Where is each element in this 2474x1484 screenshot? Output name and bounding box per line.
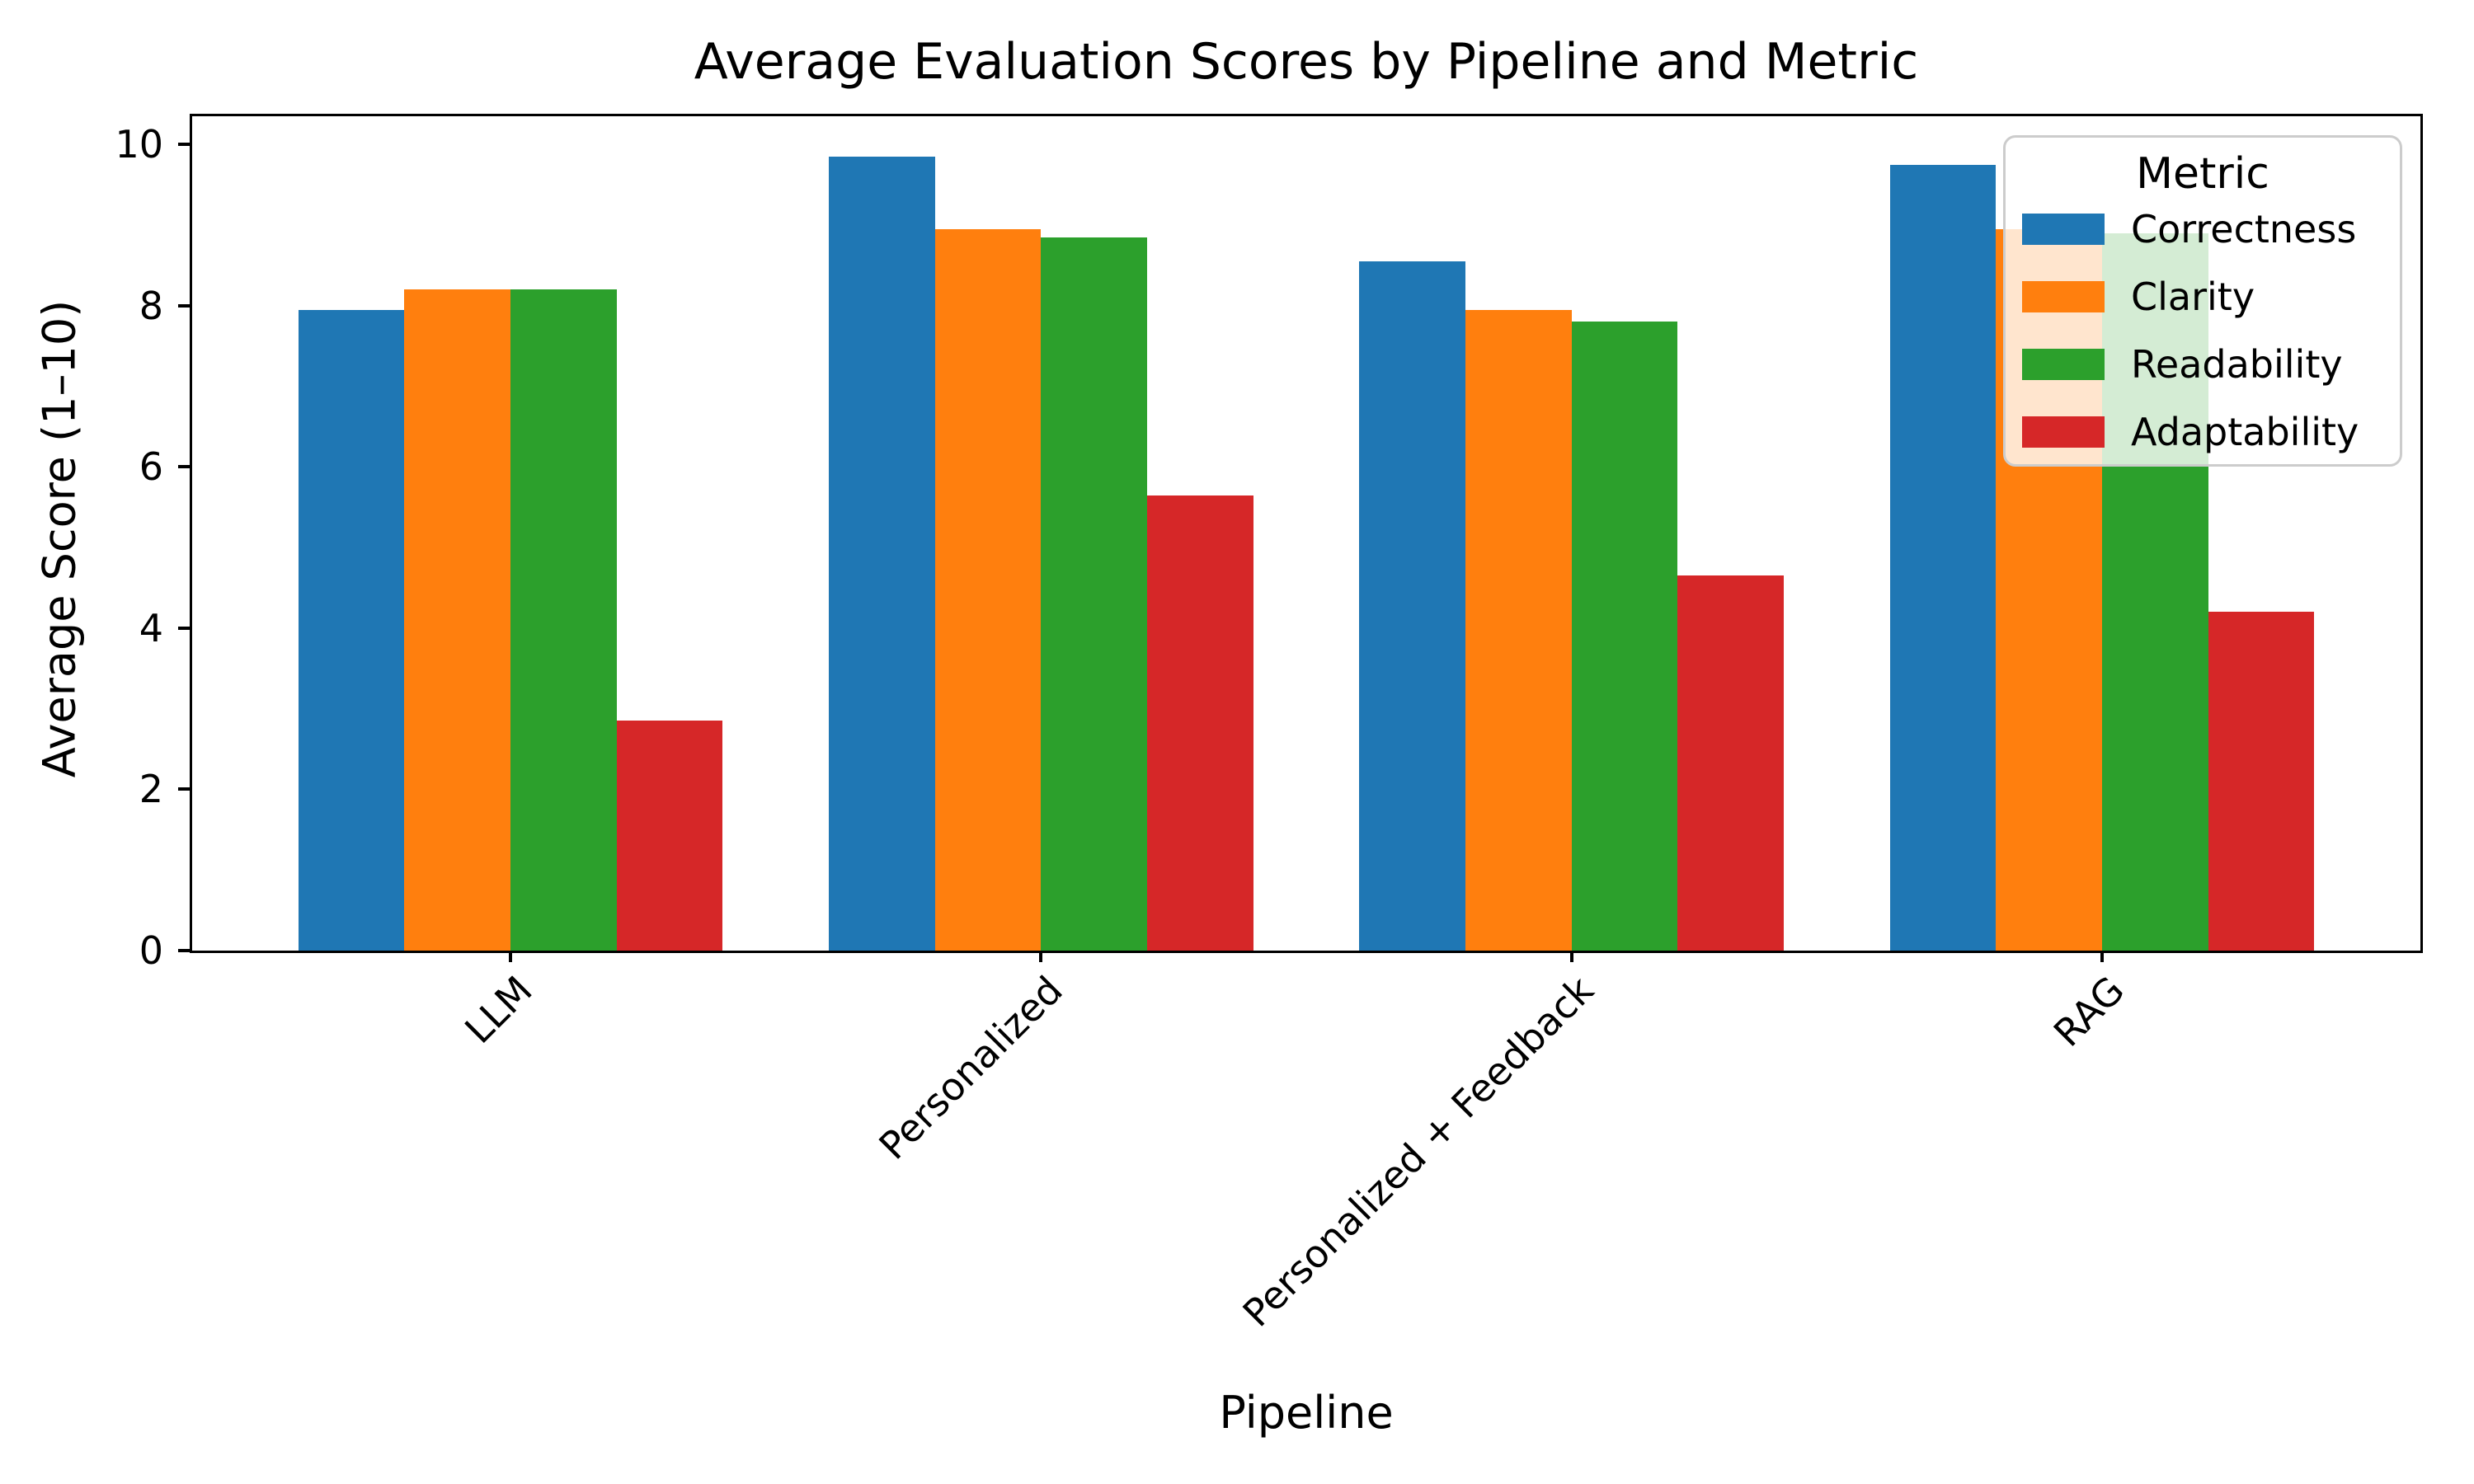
- legend-swatch-adaptability: [2022, 416, 2105, 448]
- bar-personalized-feedback-adaptability: [1677, 575, 1784, 951]
- y-tick-label: 0: [139, 928, 163, 973]
- bar-personalized-readability: [1041, 237, 1147, 951]
- legend-entries: Correctness Clarity Readability Adaptabilit…: [2006, 195, 2400, 466]
- y-tick-label: 8: [139, 283, 163, 328]
- y-tick-mark: [178, 465, 190, 469]
- x-tick-mark: [509, 951, 512, 962]
- x-tick-label-personalized: Personalized: [870, 967, 1072, 1168]
- x-tick-label-personalized-feedback: Personalized + Feedback: [1234, 967, 1602, 1336]
- legend-swatch-readability: [2022, 349, 2105, 380]
- bar-llm-readability: [510, 289, 617, 951]
- legend-label: Correctness: [2131, 207, 2357, 251]
- y-tick-label: 4: [139, 605, 163, 650]
- bar-personalized-adaptability: [1147, 495, 1253, 951]
- legend-label: Clarity: [2131, 275, 2255, 319]
- x-axis-ticks: LLM Personalized Personalized + Feedback RA…: [192, 116, 2420, 1336]
- y-tick-mark: [178, 787, 190, 791]
- legend-title: Metric: [2136, 149, 2269, 199]
- x-tick-label-rag: RAG: [2044, 967, 2133, 1055]
- bar-llm-correctness: [298, 309, 405, 951]
- bar-personalized-feedback-readability: [1571, 322, 1678, 951]
- y-tick-mark: [178, 143, 190, 147]
- bar-personalized-clarity: [934, 228, 1042, 951]
- bar-llm-clarity: [404, 289, 510, 951]
- bar-rag-adaptability: [2208, 612, 2315, 951]
- x-axis-label: Pipeline: [1219, 1387, 1394, 1439]
- legend-entry-adaptability: Adaptability: [2006, 398, 2400, 466]
- legend-swatch-correctness: [2022, 214, 2105, 245]
- bar-rag-correctness: [1889, 164, 1997, 951]
- y-tick-mark: [178, 626, 190, 630]
- legend-entry-correctness: Correctness: [2006, 195, 2400, 263]
- x-tick-mark: [1569, 951, 1573, 962]
- y-tick-label: 2: [139, 767, 163, 812]
- y-tick-mark: [178, 949, 190, 952]
- legend-entry-clarity: Clarity: [2006, 263, 2400, 331]
- legend-label: Readability: [2131, 342, 2343, 387]
- x-tick-mark: [1039, 951, 1043, 962]
- bar-personalized-feedback-correctness: [1359, 261, 1465, 951]
- legend-swatch-clarity: [2022, 281, 2105, 312]
- bars-layer: [192, 116, 2420, 951]
- legend: Metric Correctness Clarity Readability Adap…: [2003, 135, 2402, 467]
- chart-title: Average Evaluation Scores by Pipeline an…: [694, 33, 1919, 91]
- y-tick-label: 10: [115, 122, 163, 167]
- y-axis-ticks: 0 2 4 6 8 10: [115, 116, 2420, 970]
- legend-entry-readability: Readability: [2006, 331, 2400, 398]
- x-tick-mark: [2100, 951, 2104, 962]
- legend-label: Adaptability: [2131, 410, 2359, 454]
- y-tick-label: 6: [139, 444, 163, 490]
- x-tick-label-llm: LLM: [456, 967, 541, 1053]
- y-tick-mark: [178, 303, 190, 308]
- bar-personalized-correctness: [829, 156, 935, 951]
- bar-personalized-feedback-clarity: [1465, 309, 1572, 951]
- bar-llm-adaptability: [616, 721, 723, 951]
